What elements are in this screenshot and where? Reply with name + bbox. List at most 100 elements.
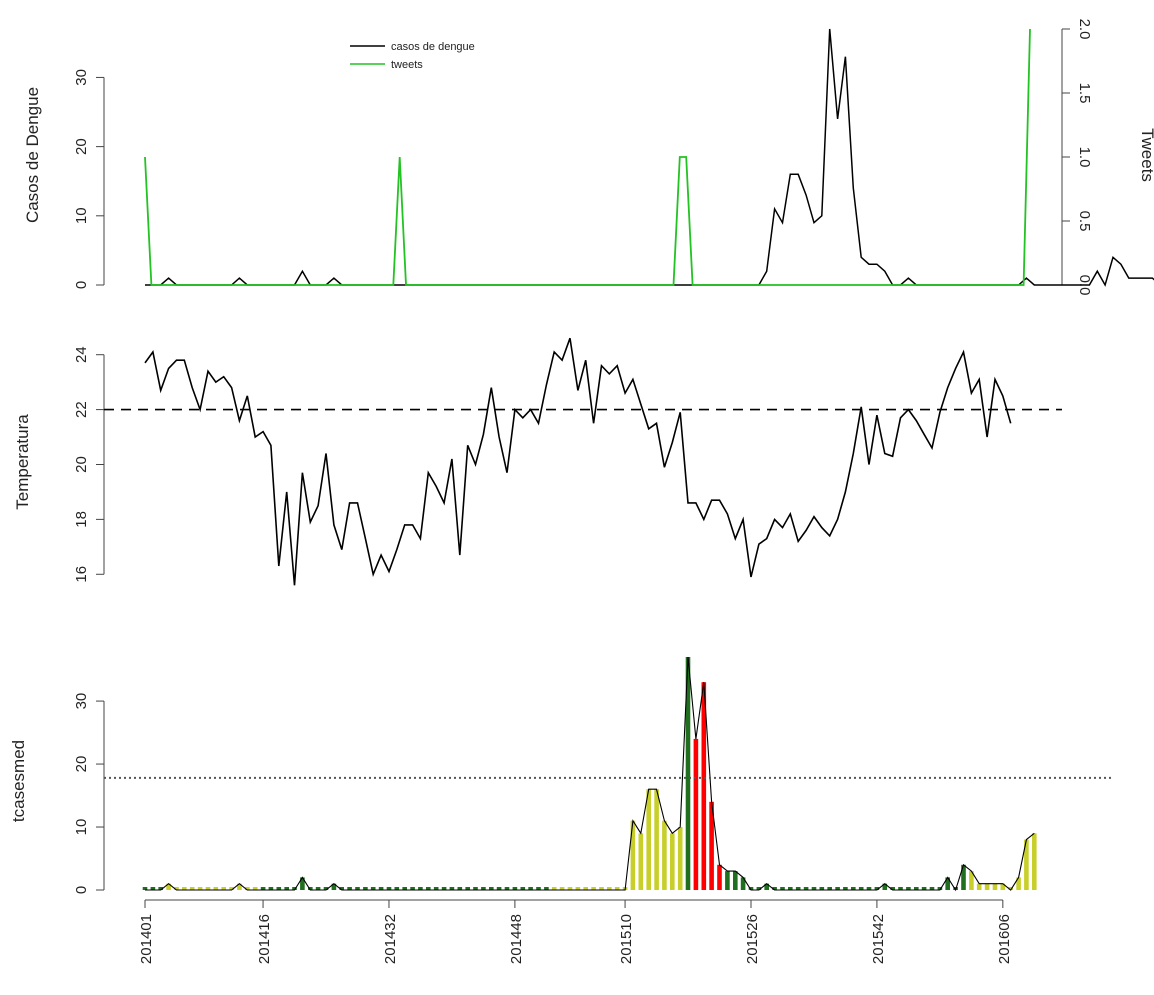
tcasesmed-bar [693, 738, 699, 890]
tcasesmed-bar [803, 887, 809, 890]
tcasesmed-bar [221, 887, 226, 890]
tcasesmed-bar [921, 887, 927, 890]
tcasesmed-bar [764, 883, 769, 890]
tcasesmed-bar [992, 883, 998, 890]
tcasesmed-bar [795, 887, 801, 890]
tcasesmed-bar [142, 887, 148, 890]
tcasesmed-bar [252, 887, 258, 890]
tcasesmed-bar [677, 827, 683, 890]
tcasesmed-bar [433, 887, 439, 890]
tcasesmed-bar [780, 887, 785, 890]
tcasesmed-bar [559, 887, 565, 890]
tcasesmed-bar [402, 887, 407, 890]
tcasesmed-bar [835, 887, 840, 890]
tweets-axis-tick-label: 0.5 [1076, 211, 1093, 232]
tcasesmed-bar [607, 887, 612, 890]
tcasesmed-bar [284, 887, 289, 890]
tcasesmed-bar [654, 789, 659, 890]
tcasesmed-bar [363, 887, 368, 890]
tcasesmed-bar [308, 887, 313, 890]
tcasesmed-bar [205, 887, 211, 890]
tcasesmed-bars [104, 656, 1113, 892]
tcasesmed-bar [394, 887, 400, 890]
tcasesmed-bar [189, 887, 195, 890]
legend: casos de dengue tweets [350, 41, 475, 71]
tcasesmed-bar [890, 887, 895, 890]
tcasesmed-bar [441, 887, 447, 890]
x-tick-label: 201542 [870, 914, 887, 964]
tcasesmed-bar [512, 887, 518, 890]
tcasesmed-y-axis: 0 10 20 30 [73, 693, 105, 894]
tcasesmed-bar [756, 887, 762, 890]
tcasesmed-bar [465, 887, 470, 890]
tcasesmed-bar [984, 883, 990, 890]
tcasesmed-bar [1024, 839, 1029, 890]
tcasesmed-bar [733, 871, 738, 890]
tcasesmed-bar [961, 864, 966, 890]
tcasesmed-bar [969, 871, 974, 890]
tweets-y-axis-label: Tweets [1138, 128, 1154, 182]
tcasesmed-bar [976, 883, 982, 890]
tcasesmed-bar [725, 871, 730, 890]
tcasesmed-bar [268, 887, 274, 890]
cases-axis-tick-label: 0 [73, 281, 90, 289]
temperature-axis-tick-label: 22 [73, 401, 90, 418]
tcasesmed-bar [670, 833, 675, 890]
tcasesmed-bar [237, 883, 242, 890]
tcasesmed-axis-tick-label: 10 [73, 819, 90, 836]
tcasesmed-bar [197, 887, 203, 890]
x-tick-label: 201526 [744, 914, 761, 964]
tcasesmed-bar [788, 887, 793, 890]
x-tick-label: 201416 [256, 914, 273, 964]
tcasesmed-bar [213, 887, 219, 890]
tcasesmed-bar [717, 864, 722, 890]
tcasesmed-bar [260, 887, 266, 890]
x-tick-label: 201606 [996, 914, 1013, 964]
tcasesmed-bar [315, 887, 321, 890]
temperature-axis-tick-label: 18 [73, 511, 90, 528]
tcasesmed-bar [292, 887, 297, 890]
tcasesmed-bar [630, 820, 636, 890]
tcasesmed-bar [158, 887, 163, 890]
tcasesmed-bar [701, 682, 707, 890]
x-tick-label: 201432 [382, 914, 399, 964]
temperature-y-axis: 16 18 20 22 24 [73, 346, 105, 583]
tcasesmed-bar [418, 887, 423, 890]
tcasesmed-bar [520, 887, 526, 890]
x-tick-label: 201448 [508, 914, 525, 964]
tcasesmed-bar [489, 887, 494, 890]
tcasesmed-bar [575, 887, 581, 890]
tcasesmed-bar [827, 887, 832, 890]
temperature-series [104, 337, 1062, 586]
tcasesmed-bar [874, 887, 880, 890]
tcasesmed-bar [811, 887, 817, 890]
tcasesmed-bar [662, 820, 667, 890]
tcasesmed-bar [378, 887, 384, 890]
tcasesmed-bar [496, 887, 502, 890]
legend-tweets-label: tweets [391, 59, 423, 71]
tcasesmed-bar [481, 887, 486, 890]
tcasesmed-bar [843, 887, 848, 890]
x-tick-label: 201510 [618, 914, 635, 964]
tcasesmed-bar [945, 877, 950, 890]
tcasesmed-bar [339, 887, 344, 890]
temperature-panel: 16 18 20 22 24 Temperatura [13, 337, 1062, 586]
tcasesmed-bar [866, 887, 872, 890]
temperature-line [144, 337, 1012, 586]
cases-line [145, 28, 1154, 287]
tcasesmed-bar [536, 887, 541, 890]
tcasesmed-bar [646, 789, 651, 890]
cases-axis-tick-label: 20 [73, 138, 90, 155]
tcasesmed-bar [410, 887, 415, 890]
cases-axis-tick-label: 10 [73, 207, 90, 224]
tcasesmed-bar [544, 887, 549, 890]
temperature-y-axis-label: Temperatura [13, 414, 32, 510]
tcasesmed-bar [1032, 833, 1037, 890]
tcasesmed-bar [182, 887, 187, 890]
tcasesmed-bar [528, 887, 533, 890]
cases-axis-tick-label: 30 [73, 69, 90, 86]
tcasesmed-bar [858, 887, 864, 890]
tcasesmed-axis-tick-label: 20 [73, 756, 90, 773]
temperature-axis-tick-label: 24 [73, 346, 90, 363]
